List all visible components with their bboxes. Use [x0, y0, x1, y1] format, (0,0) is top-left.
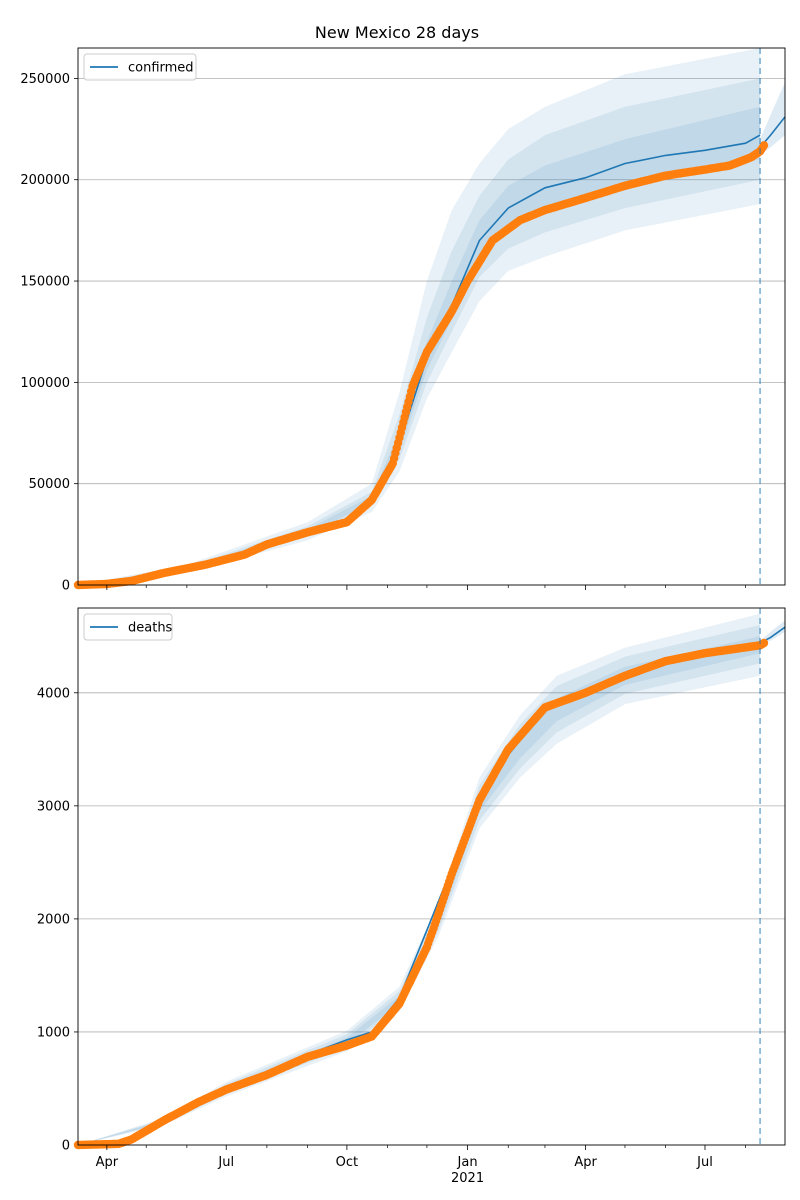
confidence-band [78, 48, 761, 585]
forecast-band [760, 620, 785, 645]
legend-box [83, 53, 197, 81]
y-tick-label: 1000 [37, 1025, 70, 1040]
legend: confirmed [83, 53, 197, 81]
y-tick-label: 2000 [37, 912, 70, 927]
x-tick-label: Jan [457, 1155, 478, 1170]
forecast-band [760, 82, 785, 156]
y-tick-label: 150000 [20, 275, 70, 290]
confidence-band [78, 613, 761, 1145]
y-tick-label: 4000 [37, 686, 70, 701]
y-tick-label: 0 [62, 579, 70, 594]
observed-series [73, 141, 769, 590]
legend-box [83, 613, 173, 641]
legend-label: confirmed [128, 61, 194, 76]
x-tick-label: Oct [336, 1155, 358, 1170]
y-tick-label: 200000 [20, 173, 70, 188]
confirmed-panel: 0 50000 100000 150000 200000 250000 confirmed [20, 47, 786, 594]
observed-series [73, 638, 769, 1150]
confidence-band [78, 78, 761, 586]
deaths-panel: 0 1000 2000 3000 4000 Apr Jul Oct Jan Apr Jul 2021 d… [37, 607, 786, 1186]
x-tick-label: Apr [574, 1155, 597, 1170]
y-tick-label: 100000 [20, 376, 70, 391]
observed-point [759, 638, 769, 648]
y-tick-label: 0 [62, 1139, 70, 1154]
x-tick-label: Jul [696, 1155, 713, 1170]
x-tick-label: Apr [96, 1155, 119, 1170]
legend-label: deaths [128, 621, 173, 636]
y-tick-label: 50000 [29, 477, 70, 492]
x-tick-label: Jul [217, 1155, 234, 1170]
legend: deaths [83, 613, 173, 641]
axes-frame [77, 47, 786, 586]
x-year-label: 2021 [451, 1171, 484, 1186]
chart-title: New Mexico 28 days [315, 23, 479, 42]
y-tick-label: 3000 [37, 799, 70, 814]
confidence-band [78, 625, 761, 1145]
y-tick-label: 250000 [20, 72, 70, 87]
axes-frame [77, 607, 786, 1146]
observed-point [759, 141, 769, 150]
confidence-band [78, 106, 761, 586]
